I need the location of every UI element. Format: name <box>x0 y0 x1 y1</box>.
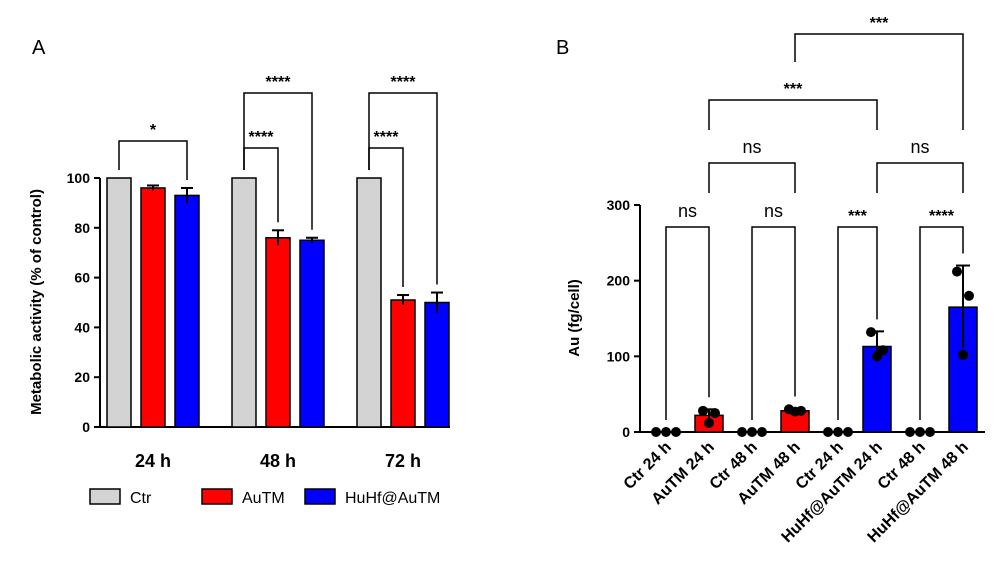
panel-a-y-tick-label: 60 <box>74 270 90 286</box>
panel-b-significance-bracket <box>837 226 878 420</box>
panel-a-y-tick-label: 80 <box>74 220 90 236</box>
panel-b-significance-bracket <box>919 226 964 420</box>
panel-a-significance-label: **** <box>374 129 400 146</box>
panel-a-significance-bracket <box>243 92 313 230</box>
panel-b-data-point <box>737 427 747 437</box>
panel-b-significance-label: ns <box>678 201 697 221</box>
panel-a-y-tick-label: 40 <box>74 319 90 335</box>
panel-a-y-axis-label: Metabolic activity (% of control) <box>28 189 45 415</box>
panel-b-data-point <box>964 290 974 301</box>
panel-b-data-point <box>952 266 962 277</box>
panel-a-x-category-label: 24 h <box>135 451 171 471</box>
panel-b-data-point <box>905 427 915 437</box>
panel-a-bar-autm <box>265 237 291 428</box>
panel-a-y-tick-label: 100 <box>67 170 91 186</box>
panel-b-significance-bracket <box>751 226 796 420</box>
panel-a-x-category-label: 72 h <box>385 451 421 471</box>
panel-b-significance-label: ns <box>910 137 929 157</box>
panel-b-y-tick-label: 300 <box>607 197 631 213</box>
panel-b-significance-bracket <box>876 162 964 193</box>
panel-a-x-category-label: 48 h <box>260 451 296 471</box>
panel-a-letter: A <box>32 37 46 59</box>
panel-b-significance-bracket <box>665 226 710 420</box>
panel-b-significance-label: ns <box>764 201 783 221</box>
panel-b-data-point <box>915 427 925 437</box>
panel-a-bar-ctr <box>356 177 382 428</box>
panel-a-significance-label: * <box>150 122 157 139</box>
panel-a-bar-huhf-autm <box>174 194 200 428</box>
panel-a-legend-swatch <box>89 488 121 505</box>
panel-b-significance-label: *** <box>870 15 889 32</box>
panel-a-bar-autm <box>140 187 166 428</box>
panel-a-legend-swatch <box>304 488 336 505</box>
panel-a-bar-ctr <box>106 177 132 428</box>
panel-b-y-tick-label: 0 <box>622 424 630 440</box>
panel-a-significance-bracket <box>118 140 188 180</box>
panel-b-data-point <box>704 417 714 428</box>
panel-a-legend-label: Ctr <box>130 490 152 507</box>
panel-a-bar-autm <box>390 299 416 428</box>
panel-b-data-point <box>872 351 882 362</box>
panel-b-significance-bracket <box>708 99 878 130</box>
panel-a-significance-label: **** <box>266 74 292 91</box>
panel-a-bar-huhf-autm <box>424 301 450 428</box>
panel-a-significance-label: **** <box>249 129 275 146</box>
panel-b-data-point <box>661 427 671 437</box>
panel-b-y-axis-label: Au (fg/cell) <box>566 279 583 357</box>
panel-a-chart: A 0 20 40 60 80 100 Metabolic activity (% of co… <box>28 37 450 507</box>
panel-a-legend-swatch <box>201 488 233 505</box>
panel-b-data-point <box>790 406 800 417</box>
panel-b-data-point <box>866 327 876 338</box>
panel-b-data-point <box>747 427 757 437</box>
panel-b-significance-label: *** <box>784 81 803 98</box>
panel-a-y-tick-label: 20 <box>74 369 90 385</box>
panel-b-letter: B <box>556 37 569 59</box>
panel-b-significance-label: ns <box>742 137 761 157</box>
panel-b-data-point <box>958 349 968 360</box>
panel-b-data-point <box>843 427 853 437</box>
panel-a-legend-label: HuHf@AuTM <box>345 490 440 507</box>
panel-b-data-point <box>651 427 661 437</box>
panel-b-significance-bracket <box>794 33 964 130</box>
panel-b-data-point <box>823 427 833 437</box>
panel-b-data-point <box>925 427 935 437</box>
panel-b-data-point <box>710 408 720 419</box>
panel-b-data-point <box>698 405 708 416</box>
panel-b-data-point <box>671 427 681 437</box>
panel-a-bar-ctr <box>231 177 257 428</box>
panel-a-significance-label: **** <box>391 74 417 91</box>
panel-b-significance-label: *** <box>848 208 867 225</box>
panel-b-y-tick-label: 100 <box>607 348 631 364</box>
panel-b-significance-label: **** <box>929 208 955 225</box>
panel-a-y-tick-label: 0 <box>82 419 90 435</box>
panel-b-y-tick-label: 200 <box>607 273 631 289</box>
panel-b-data-point <box>833 427 843 437</box>
panel-a-legend-label: AuTM <box>242 490 285 507</box>
panel-b-data-point <box>757 427 767 437</box>
panel-a-bar-huhf-autm <box>299 239 325 428</box>
panel-b-significance-bracket <box>708 162 796 193</box>
panel-a-significance-bracket <box>368 92 438 285</box>
